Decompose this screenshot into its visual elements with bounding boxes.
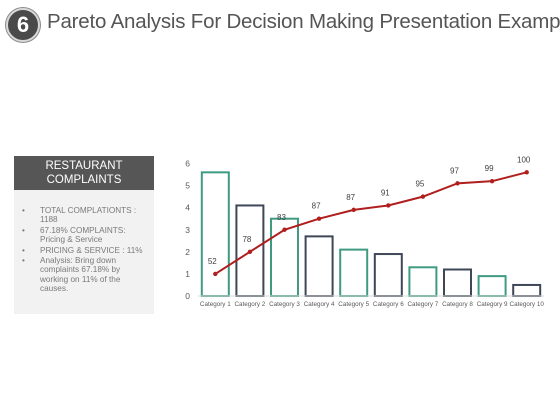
complaints-panel: RESTAURANT COMPLAINTS TOTAL COMPLATIONTS… <box>14 156 154 314</box>
line-point <box>420 194 426 199</box>
line-point <box>524 170 529 175</box>
bullet-item: Analysis: Bring down complaints 67.18% b… <box>18 256 150 294</box>
panel-heading: RESTAURANT COMPLAINTS <box>14 156 154 190</box>
bullet-item: PRICING & SERVICE : 11% <box>18 246 150 256</box>
line-point <box>489 178 495 184</box>
y-tick-label: 2 <box>185 247 190 257</box>
data-label: 91 <box>381 188 390 197</box>
data-label: 87 <box>346 193 355 202</box>
panel-bullets: TOTAL COMPLATIONTS : 1188 67.18% COMPLAI… <box>18 206 150 295</box>
line-point <box>455 181 460 186</box>
line-point <box>213 271 218 277</box>
x-tick-label: Category 4 <box>304 301 335 308</box>
data-label: 97 <box>450 166 459 175</box>
line-point <box>316 216 322 221</box>
y-tick-label: 4 <box>185 203 190 213</box>
y-tick-label: 1 <box>185 269 190 279</box>
bar <box>408 266 438 297</box>
bullet-item: 67.18% COMPLAINTS: Pricing & Service <box>18 226 150 245</box>
x-tick-label: Category 2 <box>234 301 265 308</box>
x-tick-label: Category 8 <box>442 301 473 308</box>
cumulative-line <box>214 171 527 275</box>
x-tick-label: Category 6 <box>373 301 404 308</box>
bar <box>512 283 542 298</box>
bar <box>200 171 230 297</box>
y-tick-label: 5 <box>185 181 190 191</box>
data-label: 87 <box>312 202 321 211</box>
line-point <box>386 203 391 208</box>
slide-title: Pareto Analysis For Decision Making Pres… <box>47 10 560 33</box>
panel-heading-line1: RESTAURANT <box>45 160 123 172</box>
bar <box>443 268 472 297</box>
bullet-item: TOTAL COMPLATIONTS : 1188 <box>18 206 150 225</box>
data-label: 52 <box>208 257 217 266</box>
data-label: 100 <box>517 155 531 164</box>
bar <box>304 235 334 297</box>
data-label: 99 <box>485 164 494 173</box>
x-tick-label: Category 9 <box>477 301 508 308</box>
x-tick-label: Category 7 <box>407 301 438 308</box>
x-tick-label: Category 5 <box>338 301 369 308</box>
x-tick-label: Category 10 <box>510 301 545 308</box>
bar <box>477 275 507 297</box>
panel-heading-line2: COMPLAINTS <box>46 174 122 186</box>
y-tick-label: 3 <box>185 225 190 235</box>
bar <box>339 248 369 297</box>
x-tick-label: Category 1 <box>200 301 231 308</box>
data-label: 95 <box>415 180 424 189</box>
y-tick-label: 0 <box>185 291 190 301</box>
line-point <box>282 227 287 232</box>
y-tick-label: 6 <box>185 159 190 169</box>
line-point <box>247 249 253 255</box>
slide-number-badge: 6 <box>6 8 40 42</box>
line-point <box>351 207 356 213</box>
x-tick-label: Category 3 <box>269 301 300 308</box>
bar <box>373 253 403 298</box>
data-label: 78 <box>242 235 251 244</box>
data-label: 83 <box>277 213 286 222</box>
